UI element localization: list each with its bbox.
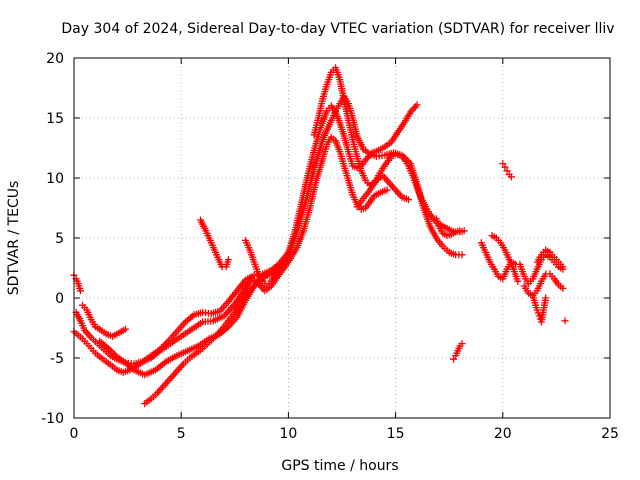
x-tick-label: 5 <box>177 426 186 442</box>
data-marks <box>70 64 569 408</box>
data-point-interp <box>163 378 171 386</box>
data-point <box>224 256 232 264</box>
data-point <box>383 186 391 194</box>
data-point <box>559 263 567 271</box>
y-tick-label: -10 <box>41 411 64 427</box>
y-tick-label: 15 <box>46 111 64 127</box>
x-tick-label: 10 <box>279 426 297 442</box>
data-point <box>499 160 507 168</box>
data-point <box>456 227 464 235</box>
data-point <box>542 294 550 302</box>
y-tick-label: -5 <box>50 351 64 367</box>
chart-title: Day 304 of 2024, Sidereal Day-to-day VTE… <box>61 21 614 37</box>
data-point <box>503 167 511 175</box>
x-tick-label: 20 <box>494 426 512 442</box>
data-point <box>501 163 509 171</box>
data-point <box>121 325 129 333</box>
x-tick-label: 15 <box>387 426 405 442</box>
x-tick-label: 25 <box>601 426 619 442</box>
data-point-interp <box>171 369 179 377</box>
data-point <box>535 312 543 320</box>
x-tick-label: 0 <box>70 426 79 442</box>
data-point <box>458 251 466 259</box>
data-point <box>514 277 522 285</box>
y-tick-label: 0 <box>55 291 64 307</box>
data-point <box>76 287 84 295</box>
y-axis-label: SDTVAR / TECUs <box>6 181 22 296</box>
x-axis-label: GPS time / hours <box>281 458 398 474</box>
y-tick-label: 10 <box>46 171 64 187</box>
data-point <box>559 284 567 292</box>
data-point <box>404 196 412 204</box>
axis-ticks: 0 5 10 15 20 25 -10 -5 0 5 10 15 20 <box>41 51 619 442</box>
data-point <box>507 173 515 181</box>
data-point-interp <box>84 330 92 338</box>
grid <box>74 58 610 418</box>
y-tick-label: 5 <box>55 231 64 247</box>
data-point <box>458 340 466 348</box>
y-tick-label: 20 <box>46 51 64 67</box>
data-point <box>276 265 284 273</box>
data-point <box>533 306 541 314</box>
data-point <box>413 101 421 109</box>
data-point-interp <box>155 387 163 395</box>
data-point <box>449 355 457 363</box>
data-point <box>263 271 271 279</box>
data-point-interp <box>106 346 114 354</box>
data-point <box>561 317 569 325</box>
